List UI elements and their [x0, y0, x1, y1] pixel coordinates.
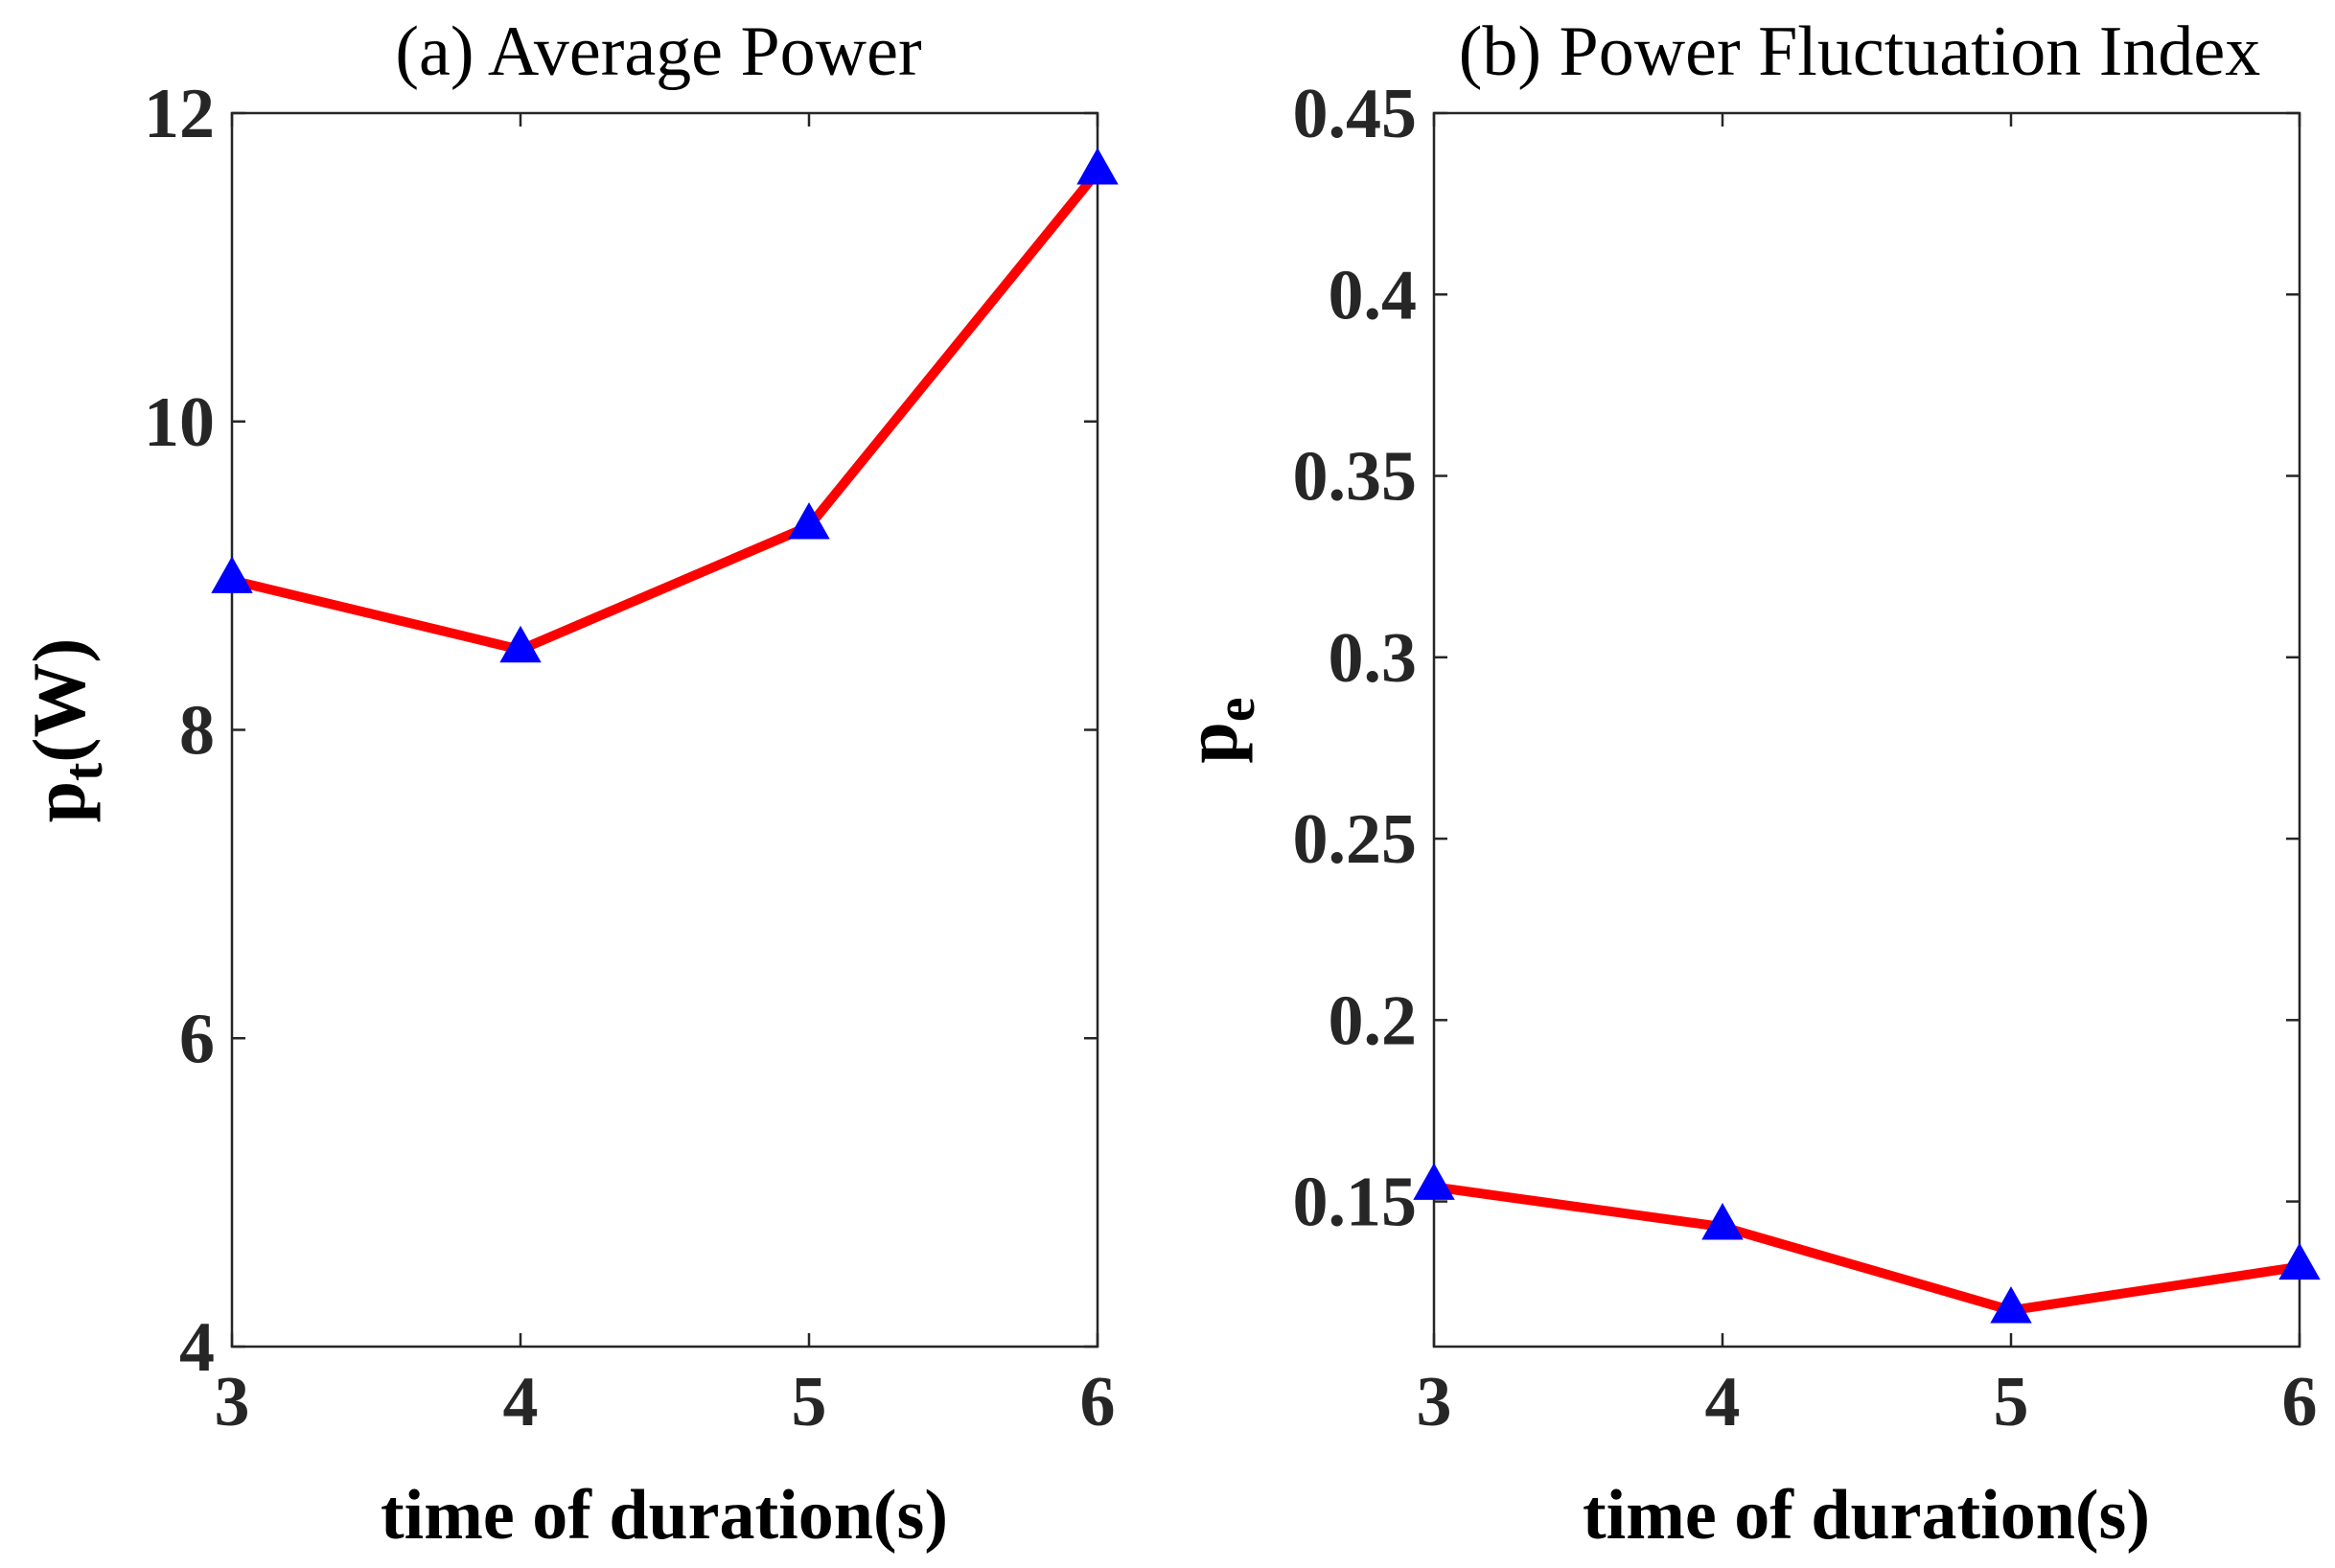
data-point-marker [1990, 1286, 2032, 1324]
y-tick-label: 4 [179, 1308, 215, 1387]
data-point-marker [2278, 1242, 2321, 1280]
x-tick-label: 5 [1994, 1363, 2029, 1441]
y-tick-label: 0.4 [1329, 256, 1418, 334]
series-line [1433, 1182, 2300, 1316]
y-tick-label: 0.2 [1329, 981, 1418, 1060]
data-point-marker [788, 502, 830, 540]
data-point-marker [499, 625, 542, 663]
x-axis-label: time of duration(s) [381, 1476, 948, 1555]
x-ticks: 3 4 5 6 [1417, 113, 2318, 1441]
y-tick-label: 0.15 [1293, 1164, 1418, 1242]
data-series [211, 148, 1119, 663]
chart-title: (b) Power Fluctuation Index [1459, 12, 2260, 91]
x-ticks: 3 4 5 6 [215, 113, 1116, 1441]
x-tick-label: 5 [792, 1363, 827, 1441]
x-tick-label: 4 [503, 1363, 539, 1441]
y-axis-label: pt(W) [17, 638, 114, 823]
y-axis-label-main: p [17, 781, 101, 822]
data-point-marker [1701, 1203, 1744, 1240]
x-tick-label: 6 [2282, 1363, 2318, 1441]
y-ticks: 4 6 8 10 12 [144, 75, 1098, 1387]
y-ticks: 0.15 0.2 0.25 0.3 0.35 0.4 0.45 [1293, 75, 2300, 1242]
chart-power-fluctuation-index: (b) Power Fluctuation Index 0.150.20.250… [1169, 12, 2321, 1555]
series-line [230, 168, 1101, 655]
x-tick-label: 3 [1417, 1363, 1452, 1441]
y-axis-label-main: p [1169, 722, 1253, 763]
y-tick-label: 0.45 [1293, 75, 1418, 153]
axes-box [1432, 111, 2301, 1349]
x-axis-label: time of duration(s) [1583, 1476, 2150, 1555]
data-point-marker [211, 556, 253, 593]
y-tick-label: 12 [144, 75, 215, 153]
x-tick-label: 6 [1080, 1363, 1116, 1441]
y-tick-label: 0.25 [1293, 800, 1418, 879]
data-series [1413, 1163, 2321, 1324]
data-point-marker [1076, 148, 1119, 185]
y-axis-label-subscript: t [52, 762, 114, 781]
y-tick-label: 8 [179, 692, 215, 771]
x-tick-label: 4 [1705, 1363, 1741, 1441]
chart-title: (a) Average Power [395, 12, 921, 91]
y-tick-label: 6 [179, 1000, 215, 1078]
y-tick-label: 0.35 [1293, 438, 1418, 517]
y-axis-label-subscript: e [1204, 697, 1266, 722]
y-axis-label-unit: (W) [17, 638, 101, 763]
y-tick-label: 10 [144, 383, 215, 462]
y-axis-label: pe [1169, 697, 1266, 763]
y-tick-label: 0.3 [1329, 619, 1418, 698]
data-point-marker [1413, 1163, 1455, 1200]
x-tick-label: 3 [215, 1363, 250, 1441]
